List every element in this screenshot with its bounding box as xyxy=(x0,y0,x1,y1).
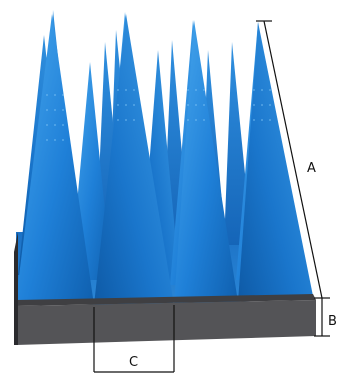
base-front-face xyxy=(16,300,316,345)
dimension-b-label: B xyxy=(328,314,337,329)
dimension-c-label: C xyxy=(129,355,138,370)
dimension-a-line xyxy=(263,20,323,299)
pyramid-cone xyxy=(174,20,238,305)
pyramid-cone xyxy=(94,14,174,305)
base-left-edge xyxy=(14,232,18,345)
pyramid-cone xyxy=(238,22,313,302)
front-cone-row xyxy=(16,14,313,305)
base-top-face xyxy=(16,294,316,306)
base-slab xyxy=(14,232,316,345)
surface-dots xyxy=(46,89,271,141)
dimension-lines xyxy=(93,20,330,373)
dimension-a-label: A xyxy=(307,161,316,176)
pyramid-cone xyxy=(16,14,94,305)
